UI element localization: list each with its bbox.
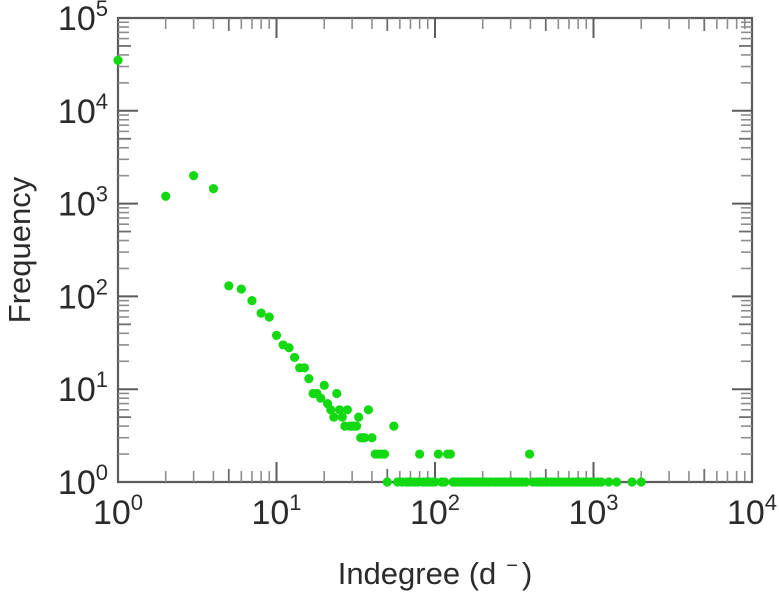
data-point (337, 412, 347, 422)
data-point (334, 405, 345, 415)
data-point (351, 421, 362, 431)
data-point (604, 477, 614, 487)
data-point (430, 477, 440, 487)
data-point (521, 477, 531, 487)
data-point (271, 330, 282, 340)
x-tick-label: 101 (251, 490, 301, 532)
x-axis-ticks (117, 18, 753, 482)
y-axis-title: Frequency (2, 176, 37, 323)
x-tick-label: 102 (410, 490, 460, 532)
data-point (161, 191, 171, 201)
data-point (224, 281, 234, 291)
svg-text:Indegree (d−): Indegree (d −) (338, 555, 533, 591)
data-point (304, 374, 314, 384)
data-point (342, 405, 352, 415)
svg-text:Frequency: Frequency (2, 176, 37, 323)
data-point (596, 477, 606, 487)
x-tick-label: 103 (568, 490, 618, 532)
data-point (433, 449, 443, 459)
y-axis-tick-labels: 100 101 102 103 104 105 (58, 0, 108, 502)
data-point (208, 184, 219, 194)
data-point (189, 171, 199, 181)
x-axis-tick-labels: 100 101 102 103 104 (93, 490, 777, 532)
y-tick-label: 100 (58, 460, 108, 502)
data-point (332, 388, 342, 399)
data-point (445, 449, 455, 459)
data-point (113, 55, 123, 65)
data-point (379, 449, 390, 459)
data-point (329, 412, 339, 422)
data-point (247, 296, 257, 306)
x-tick-label: 100 (93, 490, 143, 532)
y-tick-label: 105 (58, 0, 108, 38)
data-point (360, 433, 370, 443)
y-tick-label: 103 (58, 182, 108, 224)
data-point (354, 412, 364, 422)
data-point (316, 393, 326, 403)
x-tick-label: 104 (727, 490, 777, 532)
data-point (363, 405, 373, 415)
data-point (264, 312, 274, 322)
y-tick-label: 102 (58, 274, 108, 316)
plot-frame (116, 16, 754, 484)
data-point (367, 433, 377, 443)
data-point (440, 477, 450, 487)
data-point (612, 477, 622, 487)
data-point (284, 343, 294, 353)
data-point (524, 449, 535, 459)
data-point (256, 308, 266, 318)
data-point (299, 363, 310, 373)
data-point (636, 477, 646, 487)
data-point (382, 477, 392, 487)
data-point (236, 284, 246, 294)
x-axis-title: Indegree (d −) (338, 555, 533, 591)
y-tick-label: 101 (58, 367, 108, 409)
y-tick-label: 104 (58, 89, 108, 131)
data-point (289, 352, 300, 363)
y-axis-ticks (118, 17, 752, 483)
data-points (113, 55, 646, 487)
data-point (389, 421, 399, 431)
data-point (627, 477, 637, 487)
data-point (326, 405, 336, 415)
data-point (319, 380, 329, 390)
data-point (415, 449, 425, 459)
